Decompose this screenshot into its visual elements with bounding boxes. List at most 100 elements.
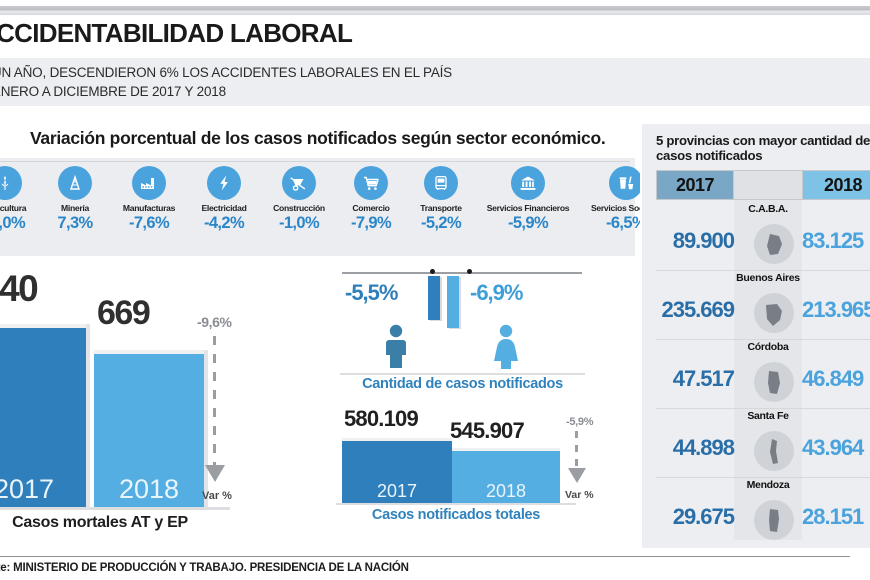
gender-value-male: -5,5% xyxy=(345,280,398,305)
provinces-header-2018: 2018 xyxy=(802,170,870,200)
sector-value: 7,3% xyxy=(57,214,93,232)
province-value-2018: 28.151 xyxy=(802,504,864,529)
page-title: ACCIDENTABILIDAD LABORAL xyxy=(0,18,353,48)
sector-item-agricultura: Agricultura -2,0% xyxy=(0,166,40,254)
wheat-icon xyxy=(0,166,22,200)
sector-name: Servicios Financieros xyxy=(486,203,570,213)
sector-value: -2,0% xyxy=(0,214,26,232)
total-chart-baseline xyxy=(336,503,576,505)
total-bar-2018: 2018 xyxy=(452,448,560,505)
gender-top-rule xyxy=(342,272,582,274)
province-value-2018: 213.965 xyxy=(802,297,870,322)
total-bar-2017-year: 2017 xyxy=(376,481,418,501)
sector-list: Agricultura -2,0% Minería 7,3% xyxy=(0,166,661,254)
bus-icon xyxy=(424,166,458,200)
sector-item-construccion: Construcción -1,0% xyxy=(260,166,338,254)
table-row: Córdoba 47.517 46.849 xyxy=(656,340,870,409)
mortal-cases-chart: 740 669 2017 2018 -9,6% Var % Casos mort… xyxy=(0,262,270,547)
total-bar-2017: 2017 xyxy=(342,438,452,505)
sector-item-mineria: Minería 7,3% xyxy=(40,166,110,254)
santa-fe-map-icon xyxy=(754,431,794,471)
provinces-header-2017: 2017 xyxy=(656,170,734,200)
mortal-chart-baseline xyxy=(0,507,230,510)
lightning-bolt-icon xyxy=(207,166,241,200)
source-footer: Fuente: MINISTERIO DE PRODUCCIÓN Y TRABA… xyxy=(0,562,409,574)
subtitle-line-1: EN UN AÑO, DESCENDIERON 6% LOS ACCIDENTE… xyxy=(0,65,452,80)
cordoba-map-icon xyxy=(754,362,794,402)
gender-chart-caption: Cantidad de casos notificados xyxy=(362,376,563,392)
province-value-2018: 43.964 xyxy=(802,435,864,460)
cleaning-icon xyxy=(609,166,643,200)
mortal-chart-caption: Casos mortales AT y EP xyxy=(12,514,188,531)
sector-name: Servicios Sociales xyxy=(590,203,662,213)
sector-value: -5,9% xyxy=(507,214,549,232)
buenos-aires-map-icon xyxy=(754,293,794,333)
sector-item-comercio: Comercio -7,9% xyxy=(338,166,404,254)
sector-item-transporte: Transporte -5,2% xyxy=(404,166,478,254)
sector-name: Manufacturas xyxy=(122,203,176,213)
province-name: Santa Fe xyxy=(747,410,789,422)
oil-derrick-icon xyxy=(58,166,92,200)
province-value-2017: 89.900 xyxy=(672,228,735,253)
province-value-2017: 29.675 xyxy=(672,504,735,529)
provinces-header-spacer xyxy=(734,170,802,200)
total-variation-label: -5,9% xyxy=(566,416,594,428)
mortal-value-2017: 740 xyxy=(0,268,39,309)
province-value-2017: 44.898 xyxy=(672,435,735,460)
sector-value: -6,5% xyxy=(605,214,647,232)
caba-map-icon xyxy=(754,224,794,264)
top-divider-rule xyxy=(0,6,870,15)
provinces-panel: 5 provincias con mayor cantidad de casos… xyxy=(640,124,870,548)
subtitle-line-2: DE ENERO A DICIEMBRE DE 2017 Y 2018 xyxy=(0,84,226,99)
footer-divider xyxy=(0,556,850,557)
mortal-var-caption: Var % xyxy=(202,490,232,502)
province-name: Buenos Aires xyxy=(736,272,800,284)
male-figure-icon xyxy=(380,323,412,374)
provinces-rows: C.A.B.A. 89.900 83.125 Buenos Aires 235.… xyxy=(656,202,870,546)
sector-item-servicios-financieros: Servicios Financieros -5,9% xyxy=(478,166,578,254)
sector-name: Agricultura xyxy=(0,203,27,213)
female-figure-icon xyxy=(490,323,522,374)
sector-value: -7,9% xyxy=(350,214,392,232)
sector-section-heading: Variación porcentual de los casos notifi… xyxy=(30,128,606,148)
gender-marker-dot-female xyxy=(467,269,472,274)
mendoza-map-icon xyxy=(754,500,794,540)
total-value-2018: 545.907 xyxy=(450,418,525,443)
provinces-title: 5 provincias con mayor cantidad de casos… xyxy=(656,133,870,163)
total-chart-caption: Casos notificados totales xyxy=(371,507,541,523)
mortal-variation-label: -9,6% xyxy=(197,314,232,330)
gender-value-female: -6,9% xyxy=(470,280,523,305)
down-arrow-icon xyxy=(568,468,586,483)
mortal-bar-2017: 2017 xyxy=(0,324,86,510)
gender-chart-baseline xyxy=(340,373,585,375)
total-variation-dashed-line xyxy=(575,431,578,469)
table-row: Mendoza 29.675 28.151 xyxy=(656,478,870,546)
sector-name: Minería xyxy=(61,203,89,213)
province-name: Córdoba xyxy=(747,341,789,353)
factory-icon xyxy=(132,166,166,200)
gender-bar-male xyxy=(428,276,440,320)
sector-value: -4,2% xyxy=(203,214,245,232)
total-value-2017: 580.109 xyxy=(344,406,419,431)
total-bar-2018-year: 2018 xyxy=(485,481,527,501)
sector-name: Electricidad xyxy=(201,203,247,213)
mortal-value-2018: 669 xyxy=(97,294,151,332)
total-var-caption: Var % xyxy=(565,489,594,501)
province-name: C.A.B.A. xyxy=(748,203,788,215)
province-value-2017: 47.517 xyxy=(672,366,735,391)
sector-value: -1,0% xyxy=(278,214,320,232)
gender-bar-female xyxy=(447,276,459,328)
table-row: C.A.B.A. 89.900 83.125 xyxy=(656,202,870,271)
province-value-2018: 83.125 xyxy=(802,228,864,253)
gender-cases-chart: -5,5% -6,9% Cantidad de casos notificado… xyxy=(330,268,605,393)
table-row: Buenos Aires 235.669 213.965 xyxy=(656,271,870,340)
province-value-2017: 235.669 xyxy=(661,297,735,322)
province-value-2018: 46.849 xyxy=(802,366,864,391)
gender-marker-dot-male xyxy=(430,269,435,274)
mortal-variation-dashed-line xyxy=(213,336,216,466)
sector-name: Comercio xyxy=(352,203,390,213)
sector-name: Construcción xyxy=(273,203,325,213)
down-arrow-icon xyxy=(205,465,225,482)
provinces-header-row: 2017 2018 xyxy=(656,170,870,200)
